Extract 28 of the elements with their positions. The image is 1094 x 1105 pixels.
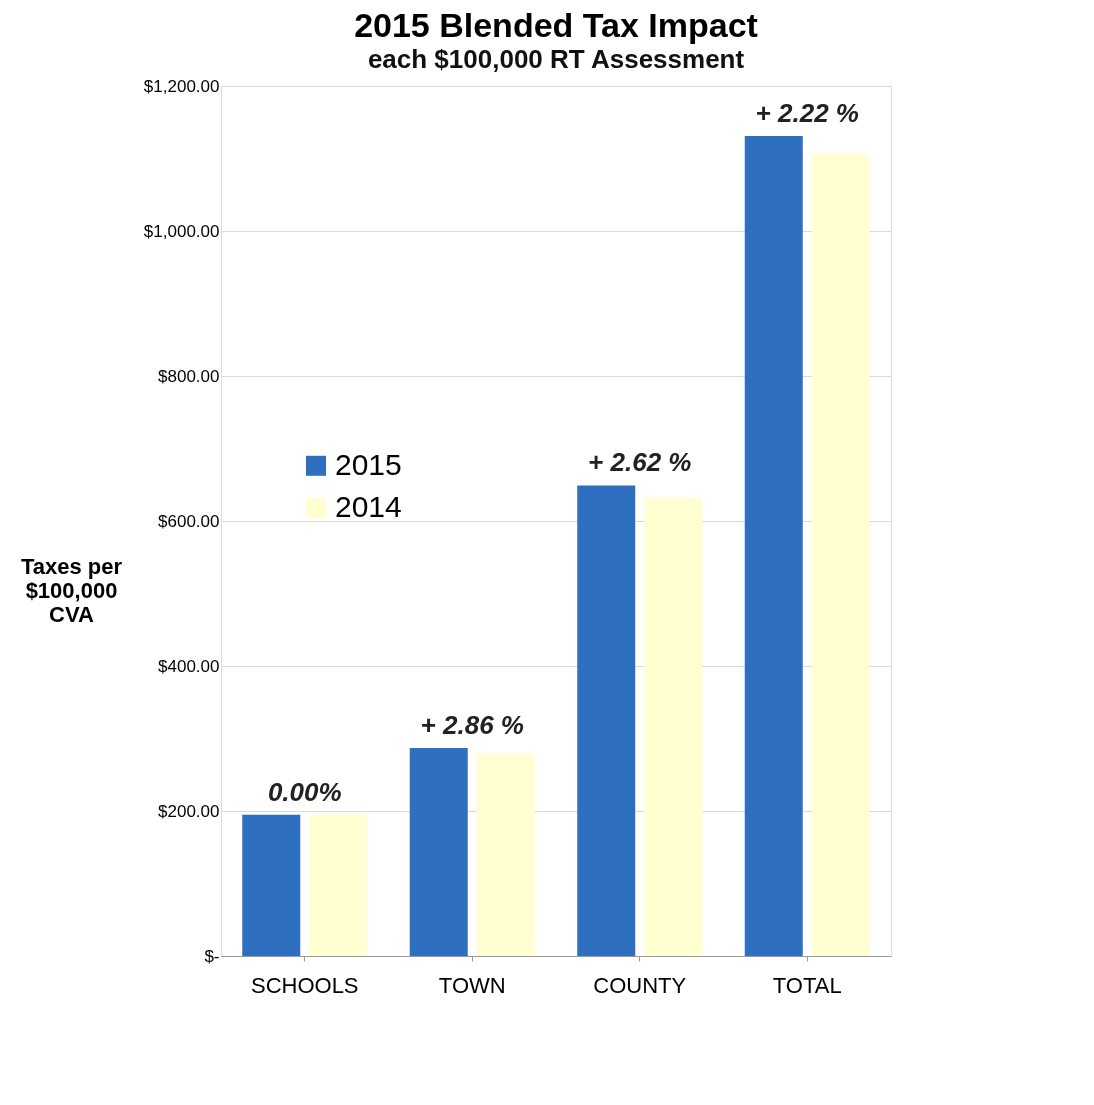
y-tick-label: $200.00	[158, 801, 220, 821]
bar	[242, 814, 301, 956]
bar	[476, 753, 535, 956]
x-tick-label: SCHOOLS	[250, 972, 359, 998]
y-tick-label: $800.00	[158, 366, 220, 386]
annotation: + 2.62 %	[588, 447, 692, 478]
chart-subtitle: each $100,000 RT Assessment	[367, 44, 745, 74]
bar	[409, 747, 468, 956]
chart-title: 2015 Blended Tax Impact	[354, 6, 758, 44]
legend-label: 2014	[335, 489, 402, 523]
y-tick-label: $1,200.00	[143, 76, 220, 96]
bar	[309, 814, 368, 956]
y-axis-title: Taxes per $100,000 CVA	[20, 553, 123, 627]
y-tick-label: $1,000.00	[143, 221, 220, 241]
annotation: + 2.22 %	[755, 98, 859, 129]
y-tick-label: $400.00	[158, 656, 220, 676]
x-tick-label: TOTAL	[772, 972, 842, 998]
bar	[577, 485, 636, 956]
annotation: + 2.86 %	[420, 709, 524, 740]
annotation: 0.00%	[267, 776, 342, 807]
legend-label: 2015	[335, 447, 402, 481]
x-tick-label: COUNTY	[593, 972, 687, 998]
x-tick-label: TOWN	[438, 972, 506, 998]
y-tick-label: $600.00	[158, 511, 220, 531]
bar	[811, 154, 870, 956]
bar	[744, 136, 803, 956]
y-tick-label: $-	[204, 946, 220, 966]
bar	[644, 497, 703, 956]
